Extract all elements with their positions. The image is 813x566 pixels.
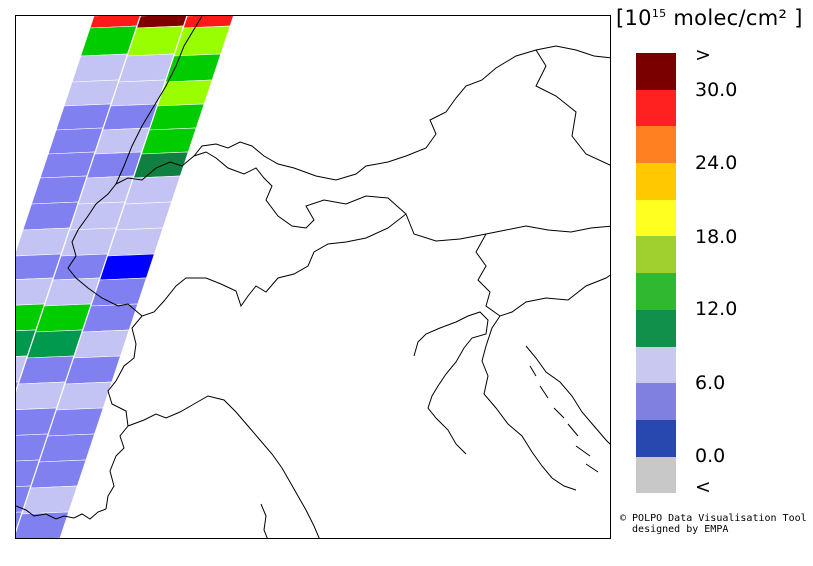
- swath-pixel: [107, 227, 164, 257]
- colorbar-swatch: [636, 89, 676, 127]
- swath-pixel: [60, 227, 117, 257]
- border-switzerland: [115, 151, 407, 229]
- swath-pixel: [118, 53, 175, 83]
- coastline-italy-adriatic: [481, 315, 577, 491]
- swath-pixel: [47, 127, 104, 155]
- swath-pixel: [80, 25, 138, 57]
- colorbar-tick-label: 18.0: [695, 226, 738, 248]
- swath-pixel: [39, 151, 96, 179]
- swath-pixel: [71, 53, 128, 83]
- legend-unit-suffix: molec/cm²: [666, 6, 788, 30]
- border-france-italy: [105, 213, 610, 510]
- map-area: [15, 15, 611, 539]
- border-slovenia: [475, 233, 610, 317]
- legend-unit-prefix: 10: [624, 6, 652, 30]
- swath-pixel: [141, 127, 197, 155]
- swath-pixel: [64, 355, 121, 385]
- swath-pixel: [16, 511, 23, 531]
- colorbar-swatch: [636, 273, 676, 310]
- colorbar-swatch: [636, 456, 676, 494]
- swath-pixel: [16, 227, 71, 257]
- swath-pixel: [18, 355, 75, 385]
- border-austria-east: [535, 49, 610, 166]
- coastline-croatia: [525, 345, 610, 445]
- swath-pixel: [56, 381, 113, 411]
- coastline-venice: [413, 311, 489, 455]
- coastline-west: [16, 505, 107, 520]
- swath-pixel: [81, 303, 139, 333]
- colorbar-swatch: [636, 199, 676, 237]
- swath-pixel: [124, 175, 181, 205]
- swath-pixel: [43, 277, 101, 307]
- credit-line-1: © POLPO Data Visualisation Tool: [620, 513, 807, 524]
- swath-pixel: [77, 175, 134, 205]
- swath-pixel: [126, 25, 184, 57]
- colorbar-swatch: [636, 419, 676, 457]
- swath-pixel: [164, 53, 222, 83]
- swath-pixel: [110, 79, 166, 107]
- credit-text: © POLPO Data Visualisation Tool designed…: [620, 513, 807, 535]
- map-canvas: [16, 16, 610, 538]
- islands: [529, 365, 599, 473]
- colorbar-swatch: [636, 346, 676, 384]
- legend-unit-exponent: 15: [651, 7, 667, 20]
- swath-pixel: [47, 407, 104, 437]
- swath-pixel: [73, 329, 130, 359]
- colorbar-tick-label: 0.0: [695, 445, 726, 467]
- swath-pixel: [94, 127, 150, 155]
- swath-pixel: [157, 79, 213, 107]
- swath-pixel: [35, 303, 92, 333]
- legend-title: [1015 molec/cm² ]: [616, 6, 803, 30]
- swath-pixel: [102, 103, 158, 131]
- colorbar-tick-label: >: [695, 44, 711, 66]
- swath-pixel: [86, 151, 142, 179]
- colorbar-swatch: [636, 53, 676, 90]
- swath-pixel: [31, 175, 88, 205]
- colorbar-swatch: [636, 309, 676, 347]
- swath-pixel: [22, 201, 79, 231]
- legend-bracket-open: [: [616, 6, 625, 30]
- swath-pixel: [21, 485, 78, 515]
- swath-pixel: [63, 79, 120, 107]
- coastline-corsica: [260, 503, 268, 538]
- swath-pixel: [16, 381, 19, 391]
- colorbar-tick-label: <: [695, 476, 711, 498]
- border-france-germany: [115, 16, 203, 185]
- swath-pixel: [16, 511, 70, 538]
- swath-pixel: [38, 433, 95, 463]
- border-germany-austria: [193, 45, 610, 181]
- swath-pixel: [55, 103, 112, 131]
- swath-pixel: [115, 201, 172, 231]
- swath-pixel: [52, 253, 109, 281]
- legend-bracket-close: ]: [794, 6, 803, 30]
- swath-pixel: [99, 253, 155, 281]
- colorbar: [636, 53, 676, 494]
- credit-line-2: designed by EMPA: [620, 524, 729, 535]
- swath-pixel: [149, 103, 205, 131]
- satellite-swath: [16, 16, 234, 538]
- country-borders: [16, 16, 610, 538]
- colorbar-tick-label: 24.0: [695, 152, 738, 174]
- colorbar-swatch: [636, 383, 676, 420]
- colorbar-tick-label: 30.0: [695, 79, 738, 101]
- colorbar-swatch: [636, 236, 676, 274]
- swath-pixel: [30, 459, 87, 489]
- coastline-ligurian: [127, 395, 320, 538]
- colorbar-swatch: [636, 163, 676, 200]
- colorbar-tick-label: 12.0: [695, 298, 738, 320]
- swath-pixel: [69, 201, 126, 231]
- swath-pixel: [26, 329, 83, 359]
- swath-pixel: [90, 277, 147, 307]
- colorbar-tick-label: 6.0: [695, 372, 726, 394]
- colorbar-swatch: [636, 126, 676, 164]
- swath-pixel: [173, 25, 231, 57]
- border-swiss-jura: [67, 183, 143, 317]
